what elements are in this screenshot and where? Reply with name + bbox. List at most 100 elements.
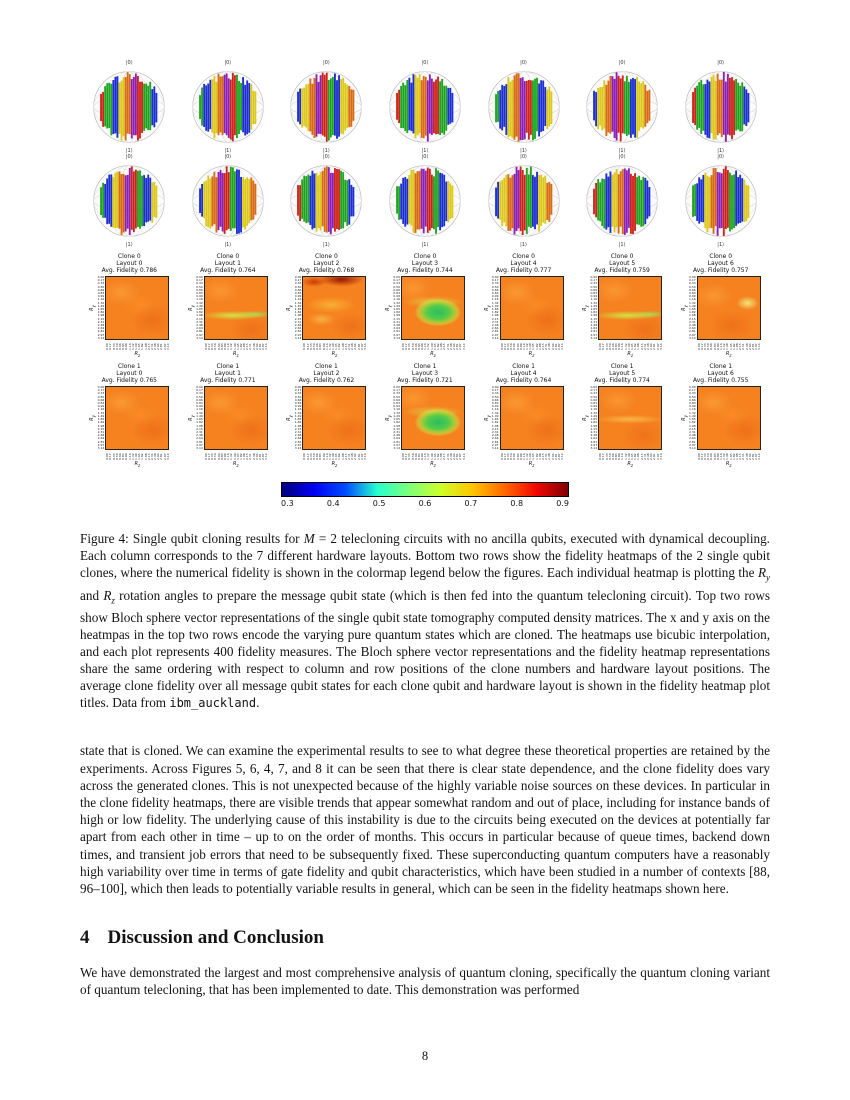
bloch-bottom-label: |1⟩ (618, 242, 626, 248)
heatmap-plot (203, 386, 268, 451)
colorbar-tick-label: 0.4 (326, 499, 340, 509)
bloch-sphere: |0⟩ |1⟩ (277, 60, 376, 154)
clone-label: Clone 0 (413, 253, 437, 260)
x-axis-title: Rz (528, 351, 535, 359)
y-axis-ticks: 0.00 0.17 0.33 0.50 0.66 0.83 0.99 1.16 … (590, 275, 598, 340)
clone-label: Clone 1 (512, 363, 535, 371)
x-axis-title: Rz (331, 461, 338, 469)
x-tick: 3.14 (165, 343, 170, 351)
bloch-bottom-label: |1⟩ (717, 148, 725, 154)
heatmap-panel: Clone 0 Layout 3 Avg. Fidelity 0.744 Ry 0.00… (376, 253, 475, 358)
body-paragraph-2: We have demonstrated the largest and mos… (80, 965, 770, 998)
bloch-row: |0⟩ |1⟩ |0⟩ |1⟩ |0⟩ |1⟩ |0⟩ |1⟩ |0⟩ |1⟩ |0⟩ |1⟩ |0⟩ |… (80, 60, 770, 154)
y-axis-title: Ry (680, 415, 688, 422)
y-axis-ticks: 0.00 0.17 0.33 0.50 0.66 0.83 0.99 1.16 … (294, 275, 302, 340)
y-axis-ticks: 0.00 0.17 0.33 0.50 0.66 0.83 0.99 1.16 … (491, 275, 499, 340)
heatmap-title: Clone 1 Layout 1 Avg. Fidelity 0.771 (200, 363, 255, 384)
x-tick: 3.14 (264, 453, 268, 461)
y-axis-title: Ry (286, 305, 294, 311)
heatmap-title: Clone 1 Layout 0 Avg. Fidelity 0.765 (102, 363, 157, 384)
x-axis-title: Rz (725, 461, 732, 469)
x-axis-title: Rz (725, 351, 732, 359)
bloch-top-label: |0⟩ (224, 60, 232, 66)
x-tick: 3.14 (560, 343, 564, 351)
bloch-sphere-svg (290, 71, 363, 143)
fidelity-label: Avg. Fidelity 0.762 (298, 377, 355, 385)
layout-label: Layout 1 (214, 260, 241, 267)
clone-label: Clone 0 (709, 253, 733, 260)
heatmap-plot (696, 276, 761, 341)
x-tick: 3.14 (362, 343, 367, 351)
bloch-bottom-label: |1⟩ (520, 242, 527, 248)
colorbar-gradient (281, 482, 569, 498)
clone-label: Clone 1 (117, 363, 141, 371)
x-tick: 3.14 (165, 453, 170, 461)
bloch-sphere: |0⟩ |1⟩ (376, 154, 475, 248)
x-axis-ticks: 0.00 0.17 0.33 0.50 0.66 0.83 0.99 1.16 1.32 1.49… (500, 450, 564, 460)
x-axis-title: Rz (627, 351, 633, 359)
bloch-sphere-svg (389, 71, 461, 143)
bloch-bottom-label: |1⟩ (125, 148, 133, 154)
fidelity-label: Avg. Fidelity 0.759 (594, 267, 650, 274)
heatmap-title: Clone 0 Layout 6 Avg. Fidelity 0.757 (693, 253, 748, 274)
heatmap-panel: Clone 1 Layout 0 Avg. Fidelity 0.765 Ry 0.00… (80, 363, 179, 468)
clone-label: Clone 0 (315, 253, 338, 260)
y-axis-ticks: 0.00 0.17 0.33 0.50 0.66 0.83 0.99 1.16 … (196, 275, 203, 340)
bloch-top-label: |0⟩ (421, 60, 429, 66)
y-axis-title: Ry (582, 305, 590, 311)
bloch-top-label: |0⟩ (125, 60, 133, 66)
heatmap-plot (499, 276, 564, 341)
y-axis-ticks: 0.00 0.17 0.33 0.50 0.66 0.83 0.99 1.16 … (689, 385, 696, 450)
colorbar-tick-label: 0.9 (556, 499, 569, 509)
fidelity-label: Avg. Fidelity 0.744 (397, 267, 453, 274)
x-axis-ticks: 0.00 0.17 0.33 0.50 0.66 0.83 0.99 1.16 1.32 1.49… (105, 340, 169, 350)
x-axis-title: Rz (134, 461, 141, 469)
bloch-top-label: |0⟩ (125, 154, 133, 160)
heatmap-panel: Clone 0 Layout 5 Avg. Fidelity 0.759 Ry 0.00… (573, 253, 672, 358)
y-axis-ticks: 0.00 0.17 0.33 0.50 0.66 0.83 0.99 1.16 … (393, 275, 400, 340)
x-tick: 3.14 (658, 453, 662, 461)
x-axis-ticks: 0.00 0.17 0.33 0.50 0.66 0.83 0.99 1.16 1.32 1.49… (697, 450, 761, 460)
y-axis-ticks: 0.00 0.17 0.33 0.50 0.66 0.83 0.99 1.16 … (97, 385, 105, 450)
heatmap-panel: Clone 1 Layout 5 Avg. Fidelity 0.774 Ry 0.00… (573, 363, 672, 468)
layout-label: Layout 2 (313, 370, 340, 378)
y-axis-title: Ry (483, 415, 491, 422)
heatmap-plot (105, 386, 170, 451)
bloch-sphere-svg (586, 165, 658, 237)
bloch-top-label: |0⟩ (520, 154, 527, 160)
heatmap-panel: Clone 0 Layout 2 Avg. Fidelity 0.768 Ry 0.00… (277, 253, 376, 358)
bloch-top-label: |0⟩ (323, 60, 330, 66)
fidelity-label: Avg. Fidelity 0.764 (200, 267, 256, 274)
x-tick: 3.14 (362, 453, 367, 461)
bloch-sphere-svg (93, 165, 166, 237)
layout-label: Layout 1 (214, 370, 241, 378)
bloch-top-label: |0⟩ (323, 154, 330, 160)
heatmap-panel: Clone 0 Layout 1 Avg. Fidelity 0.764 Ry 0.00… (179, 253, 278, 358)
clone-label: Clone 1 (709, 363, 733, 371)
y-axis-ticks: 0.00 0.17 0.33 0.50 0.66 0.83 0.99 1.16 … (393, 385, 400, 450)
heatmap-plot (302, 386, 367, 451)
y-axis-ticks: 0.00 0.17 0.33 0.50 0.66 0.83 0.99 1.16 … (196, 385, 203, 450)
colorbar-tick-label: 0.5 (372, 499, 386, 509)
clone-label: Clone 1 (610, 363, 634, 371)
bloch-sphere: |0⟩ |1⟩ (474, 60, 573, 154)
fidelity-label: Avg. Fidelity 0.777 (495, 267, 552, 274)
figure-caption: Figure 4: Single qubit cloning results f… (80, 530, 770, 712)
y-axis-title: Ry (89, 415, 97, 422)
bloch-sphere: |0⟩ |1⟩ (573, 154, 672, 248)
bloch-sphere: |0⟩ |1⟩ (376, 60, 475, 154)
fidelity-label: Avg. Fidelity 0.786 (101, 267, 157, 274)
y-axis-title: Ry (582, 415, 590, 422)
bloch-bottom-label: |1⟩ (520, 148, 527, 154)
bloch-sphere: |0⟩ |1⟩ (80, 154, 179, 248)
heatmap-panel: Clone 1 Layout 6 Avg. Fidelity 0.755 Ry 0.00… (671, 363, 770, 468)
heatmap-row: Clone 0 Layout 0 Avg. Fidelity 0.786 Ry 0.00… (80, 253, 770, 358)
clone-label: Clone 0 (216, 253, 240, 260)
bloch-sphere-svg (586, 71, 658, 143)
layout-label: Layout 4 (510, 370, 537, 378)
bloch-sphere: |0⟩ |1⟩ (80, 60, 179, 154)
heatmap-title: Clone 1 Layout 5 Avg. Fidelity 0.774 (594, 363, 649, 384)
heatmap-title: Clone 0 Layout 5 Avg. Fidelity 0.759 (594, 253, 649, 274)
y-axis-title: Ry (89, 305, 97, 311)
layout-label: Layout 6 (707, 260, 734, 267)
